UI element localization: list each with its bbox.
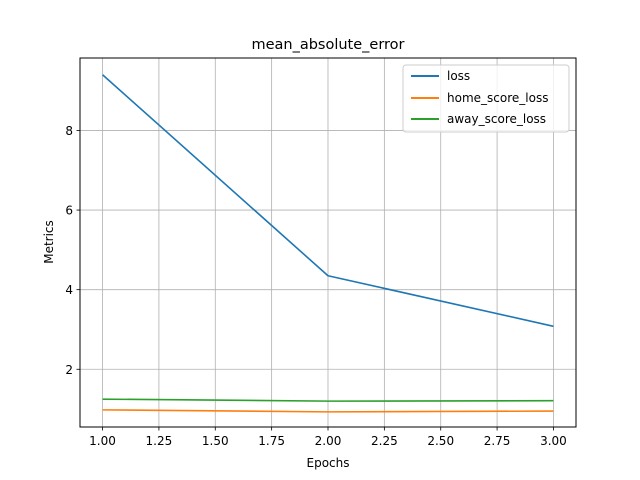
grid bbox=[80, 58, 576, 427]
y-tick-label: 8 bbox=[65, 124, 73, 138]
legend: loss home_score_loss away_score_loss bbox=[402, 64, 570, 133]
y-axis-label: Metrics bbox=[42, 220, 56, 264]
x-tick-label: 2.50 bbox=[427, 434, 454, 448]
x-tick-label: 2.25 bbox=[371, 434, 398, 448]
x-tick-label: 3.00 bbox=[540, 434, 567, 448]
legend-label-loss: loss bbox=[447, 69, 470, 83]
legend-box bbox=[402, 64, 570, 133]
x-tick-label: 1.25 bbox=[146, 434, 173, 448]
x-tick-label: 1.75 bbox=[258, 434, 285, 448]
legend-label-away-score-loss: away_score_loss bbox=[447, 112, 546, 126]
y-tick-label: 2 bbox=[65, 363, 73, 377]
series-line-loss bbox=[102, 74, 554, 328]
x-tick-label: 1.00 bbox=[89, 434, 116, 448]
legend-label-home-score-loss: home_score_loss bbox=[447, 91, 548, 105]
y-tick-label: 6 bbox=[65, 204, 73, 218]
series-line-away-score-loss bbox=[102, 398, 554, 402]
series-lines bbox=[102, 74, 554, 413]
axis-ticks: 1.00 1.25 1.50 1.75 2.00 2.25 2.50 2.75 3.00 2 4 6 8 bbox=[65, 124, 566, 448]
chart-title: mean_absolute_error bbox=[251, 37, 404, 53]
x-tick-label: 2.75 bbox=[484, 434, 511, 448]
series-line-home-score-loss bbox=[102, 409, 554, 413]
x-axis-label: Epochs bbox=[307, 456, 350, 470]
y-tick-label: 4 bbox=[65, 283, 73, 297]
x-tick-label: 1.50 bbox=[202, 434, 229, 448]
x-tick-label: 2.00 bbox=[315, 434, 342, 448]
